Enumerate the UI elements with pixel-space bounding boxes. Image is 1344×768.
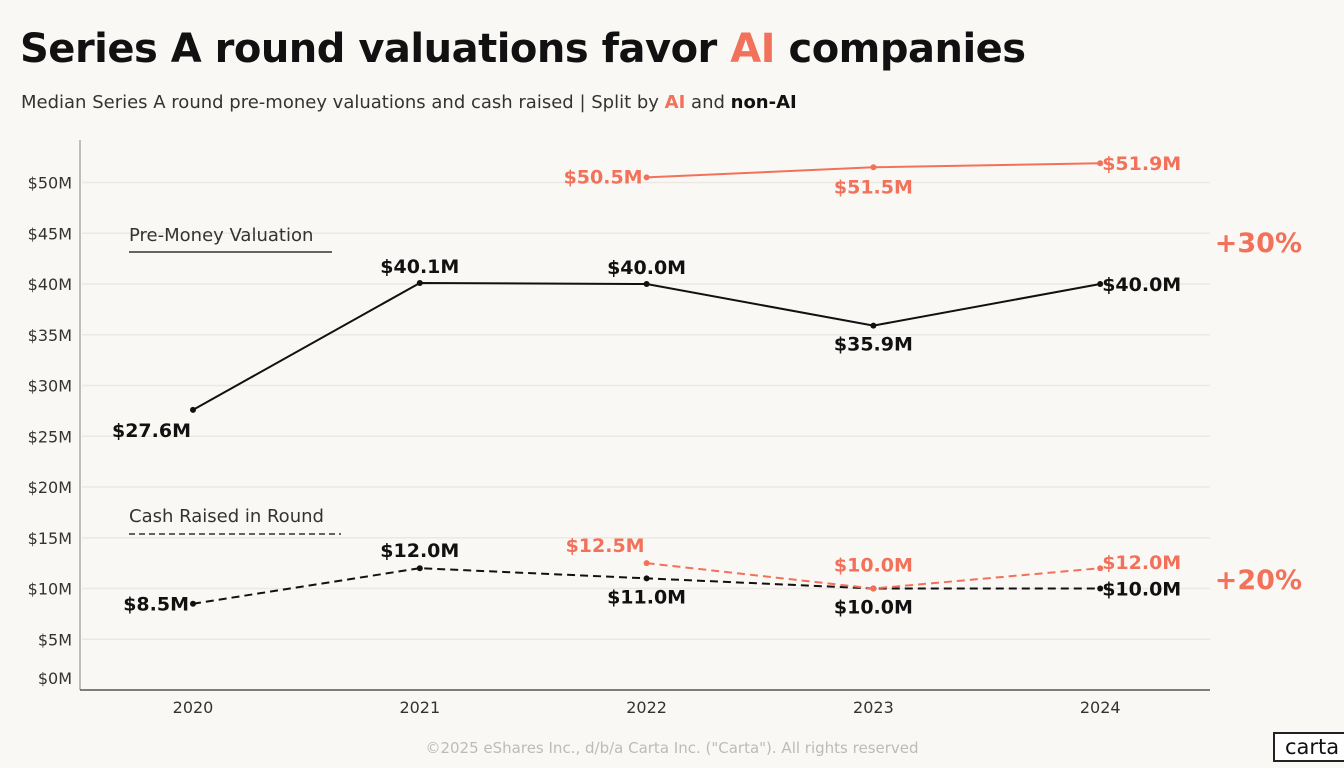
subtitle-and: and — [685, 92, 731, 113]
data-label: $50.5M — [564, 166, 643, 188]
subtitle-nonai: non-AI — [730, 92, 797, 113]
data-point — [643, 575, 650, 582]
data-label: $8.5M — [123, 594, 189, 616]
x-tick-label: 2024 — [1080, 698, 1121, 717]
subtitle-text: Median Series A round pre-money valuatio… — [21, 92, 665, 113]
data-point — [1097, 281, 1104, 287]
chart-title: Series A round valuations favor AI compa… — [20, 26, 1026, 72]
y-tick-label: $40M — [28, 275, 72, 294]
data-point — [416, 565, 423, 572]
data-label: $40.0M — [607, 257, 686, 279]
y-tick-label: $45M — [28, 224, 72, 243]
y-tick-label: $10M — [28, 580, 72, 599]
y-tick-label: $20M — [28, 478, 72, 497]
data-label: $35.9M — [834, 334, 913, 356]
data-point — [1097, 160, 1104, 167]
data-point — [870, 322, 877, 329]
data-label: $51.5M — [834, 176, 913, 198]
title-text: Series A round valuations favor — [20, 26, 731, 72]
data-label: $12.0M — [380, 540, 459, 562]
title-suffix: companies — [775, 26, 1026, 72]
data-label: $12.0M — [1102, 552, 1181, 574]
title-highlight: AI — [730, 26, 776, 72]
x-tick-label: 2020 — [173, 698, 214, 717]
y-tick-label: $25M — [28, 427, 72, 446]
x-tick-label: 2021 — [399, 698, 440, 717]
growth-annotation: +20% — [1215, 565, 1302, 596]
data-label: $11.0M — [607, 586, 686, 608]
data-label: $51.9M — [1102, 153, 1181, 175]
x-tick-label: 2022 — [626, 698, 667, 717]
data-point — [870, 164, 877, 171]
data-point — [190, 600, 196, 607]
data-label: $27.6M — [112, 420, 191, 442]
subtitle-ai: AI — [664, 92, 686, 113]
data-point — [643, 281, 650, 287]
data-label: $12.5M — [566, 535, 645, 557]
growth-annotation: +30% — [1215, 228, 1302, 259]
y-tick-label: $50M — [28, 174, 72, 193]
series-line-val_nonai — [192, 281, 1101, 411]
y-tick-label: $15M — [28, 529, 72, 548]
data-point — [1097, 565, 1104, 572]
data-point — [643, 174, 650, 181]
y-tick-label: $0M — [38, 669, 72, 688]
data-label: $10.0M — [834, 555, 913, 577]
data-point — [870, 585, 877, 592]
data-label: $10.0M — [1102, 579, 1181, 601]
y-tick-label: $5M — [38, 630, 72, 649]
data-point — [416, 279, 423, 286]
copyright-footer: ©2025 eShares Inc., d/b/a Carta Inc. ("C… — [425, 739, 919, 757]
data-label: $40.1M — [380, 256, 459, 278]
data-label: $40.0M — [1102, 274, 1181, 296]
x-tick-label: 2023 — [853, 698, 894, 717]
chart-subtitle: Median Series A round pre-money valuatio… — [21, 92, 797, 113]
carta-logo: carta — [1273, 732, 1344, 762]
data-point — [1097, 585, 1104, 592]
legend-label: Pre-Money Valuation — [129, 225, 313, 246]
y-tick-label: $30M — [28, 377, 72, 396]
data-label: $10.0M — [834, 597, 913, 619]
data-point — [643, 560, 650, 567]
y-tick-label: $35M — [28, 326, 72, 345]
legend-label: Cash Raised in Round — [129, 506, 324, 527]
data-point — [190, 406, 196, 413]
